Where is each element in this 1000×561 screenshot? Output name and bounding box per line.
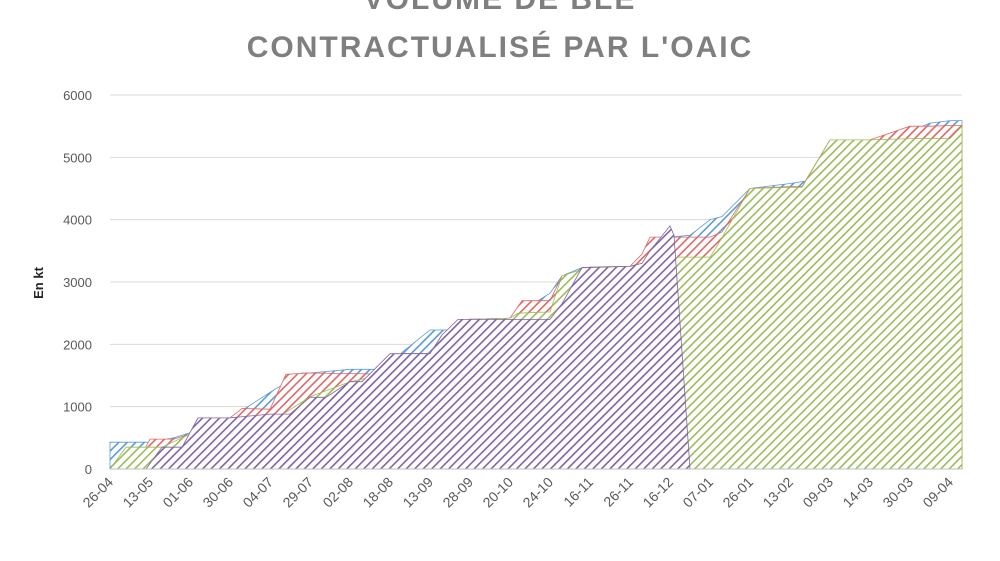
- x-tick-label: 20-10: [479, 474, 516, 511]
- x-tick-label: 07-01: [679, 474, 716, 511]
- series-areas: [109, 120, 963, 470]
- x-tick-label: 13-05: [119, 474, 156, 511]
- x-tick-label: 18-08: [359, 474, 396, 511]
- x-tick-label: 14-03: [839, 474, 876, 511]
- y-tick-label: 2000: [63, 337, 92, 352]
- y-tick-label: 3000: [63, 275, 92, 290]
- y-tick-label: 4000: [63, 213, 92, 228]
- x-tick-label: 09-03: [799, 474, 836, 511]
- series-area-4: [145, 225, 691, 470]
- x-tick-label: 30-03: [879, 474, 916, 511]
- y-tick-label: 0: [85, 462, 92, 477]
- x-tick-label: 26-04: [79, 474, 116, 511]
- x-tick-label: 24-10: [519, 474, 556, 511]
- x-tick-label: 13-02: [759, 474, 796, 511]
- x-tick-label: 09-04: [919, 474, 956, 511]
- y-tick-label: 5000: [63, 150, 92, 165]
- chart-title-line-1: VOLUME DE BLÉ: [0, 0, 1000, 17]
- x-axis-ticks: 26-04 13-05 01-06 30-06 04-07 29-07 02-08 18-08…: [79, 474, 956, 511]
- y-axis-label: En kt: [31, 266, 46, 298]
- x-tick-label: 16-11: [560, 474, 596, 510]
- x-tick-label: 04-07: [239, 474, 276, 511]
- x-tick-label: 26-01: [719, 474, 756, 511]
- y-tick-label: 6000: [63, 88, 92, 103]
- x-tick-label: 02-08: [319, 474, 356, 511]
- x-tick-label: 26-11: [600, 474, 636, 510]
- x-tick-label: 16-12: [639, 474, 676, 511]
- x-tick-label: 29-07: [279, 474, 316, 511]
- x-tick-label: 28-09: [439, 474, 476, 511]
- x-tick-label: 13-09: [399, 474, 436, 511]
- y-tick-label: 1000: [63, 400, 92, 415]
- x-tick-label: 01-06: [159, 474, 196, 511]
- chart-title-line-2: CONTRACTUALISÉ PAR L'OAIC: [246, 31, 754, 64]
- x-tick-label: 30-06: [199, 474, 236, 511]
- y-axis-ticks: 0 1000 2000 3000 4000 5000 6000: [63, 88, 92, 477]
